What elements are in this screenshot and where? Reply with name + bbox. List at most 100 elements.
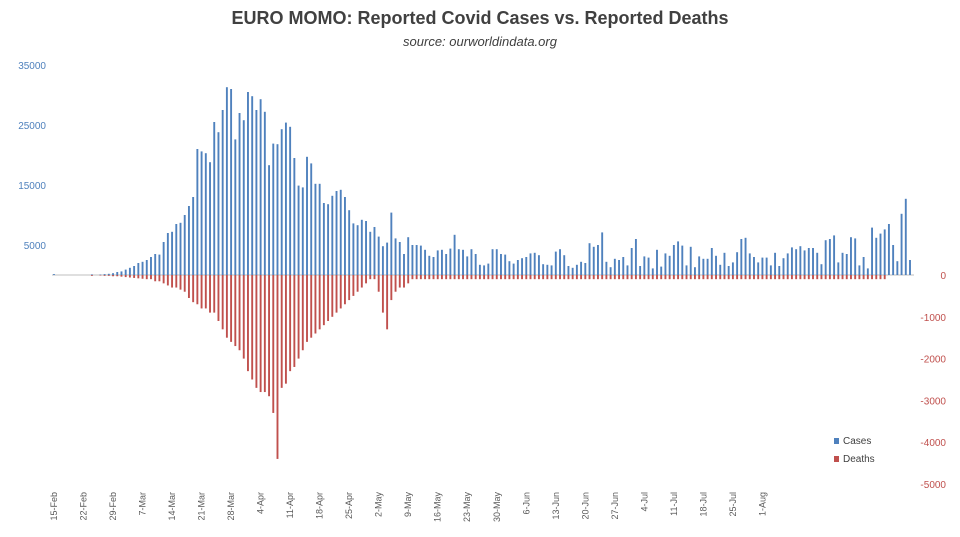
x-axis-tick-label: 25-Apr [344, 492, 354, 519]
deaths-bar [542, 275, 545, 280]
cases-bar [280, 129, 283, 275]
deaths-bar [360, 275, 363, 288]
deaths-bar [710, 275, 713, 280]
right-axis-tick-label: -4000 [920, 438, 946, 449]
deaths-bar [297, 275, 300, 359]
deaths-bar [871, 275, 873, 280]
left-axis-tick-label: 25000 [18, 121, 46, 132]
cases-bar [398, 242, 401, 275]
cases-bar [209, 162, 211, 275]
deaths-bar [685, 275, 688, 280]
deaths-bar [107, 275, 110, 276]
cases-bar [554, 251, 557, 275]
cases-bar [120, 271, 123, 275]
cases-bar [542, 264, 545, 275]
deaths-bar [681, 275, 684, 280]
cases-bar [634, 239, 637, 275]
x-axis-tick-label: 29-Feb [108, 492, 118, 521]
cases-bar [331, 195, 334, 275]
deaths-bar [512, 275, 515, 280]
deaths-bar [841, 275, 844, 280]
cases-bar [546, 264, 549, 275]
right-axis-tick-label: -3000 [920, 396, 946, 407]
deaths-bar [457, 275, 460, 280]
deaths-bar [495, 275, 498, 280]
cases-bar [512, 263, 515, 275]
deaths-bar [702, 275, 705, 280]
cases-bar [183, 215, 186, 275]
deaths-bar [715, 275, 717, 280]
deaths-bar [601, 275, 604, 280]
deaths-bar [209, 275, 211, 313]
cases-bar [171, 231, 174, 275]
cases-bar [356, 225, 359, 275]
cases-bar [158, 254, 161, 275]
deaths-bar [133, 275, 136, 278]
deaths-bar [740, 275, 743, 280]
deaths-bar [521, 275, 524, 280]
deaths-bar [778, 275, 781, 280]
left-axis-tick-label: 15000 [18, 181, 46, 192]
cases-bar [845, 254, 848, 275]
x-axis-tick-label: 18-Jul [698, 492, 708, 517]
cases-bar [53, 274, 55, 275]
cases-bar [841, 252, 844, 275]
deaths-bar [554, 275, 557, 280]
cases-bar [230, 89, 233, 275]
cases-bar [251, 96, 254, 275]
deaths-bar [706, 275, 709, 280]
deaths-bar [137, 275, 140, 279]
deaths-bar [828, 275, 831, 280]
cases-bar [580, 261, 583, 275]
cases-bar [710, 248, 713, 275]
right-axis-tick-label: -2000 [920, 355, 946, 366]
cases-bar [651, 268, 654, 275]
cases-bar [381, 246, 384, 275]
cases-bar [559, 249, 561, 275]
cases-bar [107, 273, 110, 275]
deaths-bar [377, 275, 380, 292]
cases-bar [259, 99, 262, 275]
cases-bar [318, 183, 321, 275]
deaths-bar [816, 275, 819, 280]
cases-bar [483, 265, 486, 275]
deaths-bar [812, 275, 814, 280]
x-axis-tick-label: 16-May [433, 492, 443, 523]
deaths-bar [403, 275, 405, 288]
deaths-bar [166, 275, 169, 286]
deaths-bar [175, 275, 178, 288]
deaths-bar [453, 275, 456, 280]
cases-bar [706, 258, 709, 275]
cases-bar [470, 249, 473, 275]
cases-bar [128, 267, 131, 275]
cases-bar [491, 249, 494, 275]
cases-bar [786, 253, 789, 275]
deaths-bar [280, 275, 283, 388]
cases-bar [306, 156, 308, 275]
deaths-bar [803, 275, 806, 280]
deaths-bar [386, 275, 389, 330]
cases-bar [390, 212, 393, 275]
deaths-bar [807, 275, 810, 280]
cases-bar [803, 250, 806, 275]
deaths-bar [234, 275, 237, 347]
cases-bar [284, 122, 287, 275]
cases-bar [386, 242, 389, 275]
deaths-bar [693, 275, 696, 280]
cases-bar [807, 248, 810, 275]
deaths-bar [651, 275, 654, 280]
cases-bar [723, 252, 726, 275]
deaths-bar [91, 275, 93, 276]
x-axis-tick-label: 20-Jun [580, 492, 590, 520]
deaths-bar [597, 275, 599, 280]
deaths-bar [272, 275, 275, 413]
deaths-bar [310, 275, 313, 338]
deaths-bar [736, 275, 739, 280]
deaths-bar [483, 275, 486, 280]
deaths-bar [356, 275, 359, 292]
cases-bar [702, 258, 705, 275]
deaths-bar [660, 275, 663, 280]
deaths-bar [428, 275, 431, 280]
cases-bar [630, 248, 633, 275]
deaths-bar [491, 275, 494, 280]
